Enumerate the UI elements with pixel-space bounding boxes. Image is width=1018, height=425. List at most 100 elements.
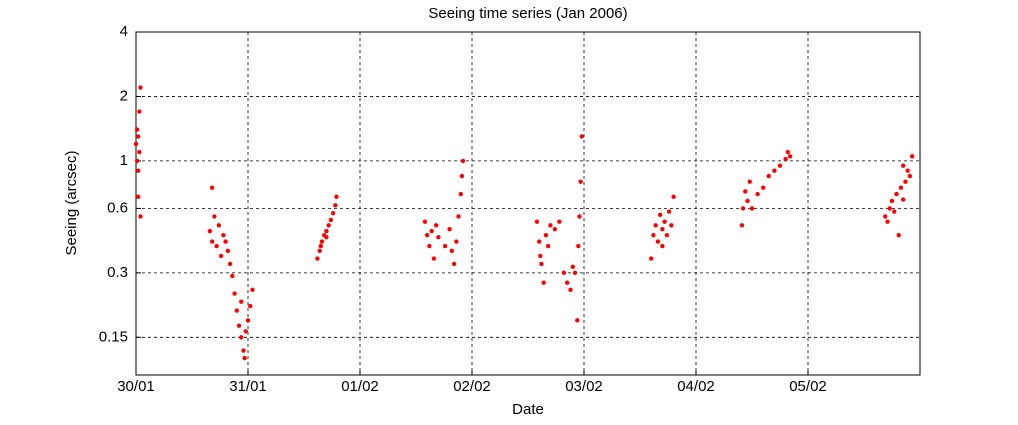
data-point <box>223 239 228 244</box>
data-point <box>883 214 888 219</box>
data-point <box>456 214 461 219</box>
data-point <box>433 223 439 228</box>
data-point <box>548 223 553 228</box>
data-point <box>552 226 558 232</box>
data-point <box>216 223 222 228</box>
data-point <box>136 168 141 173</box>
data-point <box>137 109 142 114</box>
data-point <box>557 219 562 224</box>
data-point <box>570 264 575 270</box>
data-point <box>576 243 581 249</box>
y-tick-label: 0.3 <box>107 264 128 281</box>
data-point <box>236 323 242 328</box>
data-point <box>905 168 910 173</box>
chart-title: Seeing time series (Jan 2006) <box>428 5 627 22</box>
data-point <box>317 248 322 254</box>
data-point <box>664 232 670 238</box>
data-point <box>579 134 584 139</box>
data-point <box>459 173 465 179</box>
y-tick-label: 0.6 <box>107 199 128 216</box>
data-point <box>901 197 906 202</box>
data-point <box>649 256 654 261</box>
data-point <box>232 291 237 296</box>
data-point <box>138 85 143 90</box>
data-point <box>429 228 434 234</box>
data-point <box>207 228 213 234</box>
data-point <box>660 226 665 232</box>
data-point <box>761 185 766 190</box>
data-point <box>324 228 329 234</box>
data-point <box>739 223 745 228</box>
data-point <box>442 243 448 249</box>
data-point <box>230 273 235 279</box>
data-point <box>749 206 755 211</box>
data-point <box>330 210 336 216</box>
data-point <box>743 189 748 194</box>
data-point <box>755 191 760 197</box>
data-point <box>766 173 771 179</box>
data-point <box>772 168 777 173</box>
data-point <box>541 280 546 285</box>
data-point <box>657 212 663 218</box>
data-point <box>318 243 323 249</box>
x-axis-label: Date <box>512 401 544 418</box>
data-point <box>578 179 583 184</box>
plot-frame <box>135 31 921 376</box>
data-point <box>214 243 219 249</box>
data-point <box>138 214 143 219</box>
data-point <box>436 235 441 240</box>
data-point <box>662 219 667 224</box>
data-point <box>227 261 233 267</box>
data-point <box>889 198 895 204</box>
data-point <box>653 223 658 228</box>
data-point <box>239 299 244 304</box>
y-axis-label: Seeing (arcsec) <box>63 150 80 255</box>
data-point <box>315 256 320 261</box>
data-point <box>225 248 231 254</box>
x-tick-label: 05/02 <box>789 378 827 395</box>
data-point <box>785 149 791 155</box>
y-tick-label: 2 <box>120 87 128 104</box>
data-point <box>328 217 334 223</box>
data-point <box>885 219 890 224</box>
data-point <box>133 141 139 147</box>
data-point <box>887 206 892 211</box>
data-point <box>892 209 897 214</box>
data-point <box>245 318 251 323</box>
data-point <box>783 156 788 162</box>
x-tick-label: 02/02 <box>453 378 491 395</box>
data-point <box>242 355 247 361</box>
data-point <box>577 214 582 219</box>
data-point <box>545 243 551 249</box>
data-point <box>534 219 540 224</box>
data-point <box>666 209 672 214</box>
data-point <box>907 173 913 179</box>
data-point <box>901 163 906 168</box>
x-tick-label: 03/02 <box>565 378 603 395</box>
data-point <box>136 134 141 139</box>
data-point <box>134 158 140 164</box>
y-tick-label: 0.15 <box>99 328 128 345</box>
data-point <box>740 206 746 211</box>
x-tick-label: 04/02 <box>677 378 715 395</box>
data-point <box>669 223 674 228</box>
data-point <box>422 219 428 224</box>
data-point <box>787 154 793 159</box>
data-point <box>903 179 908 184</box>
data-point <box>334 194 339 199</box>
data-point <box>777 163 783 168</box>
data-point <box>136 194 141 199</box>
data-point <box>539 261 544 267</box>
data-point <box>894 191 899 197</box>
y-tick-label: 1 <box>120 152 128 169</box>
data-point <box>427 243 432 249</box>
data-point <box>671 194 676 199</box>
data-point <box>431 256 437 261</box>
data-point <box>319 239 325 244</box>
data-point <box>234 308 239 313</box>
data-point <box>451 261 457 267</box>
data-point <box>243 329 248 334</box>
data-point <box>137 149 142 155</box>
data-point <box>745 198 750 204</box>
data-point <box>449 248 455 254</box>
